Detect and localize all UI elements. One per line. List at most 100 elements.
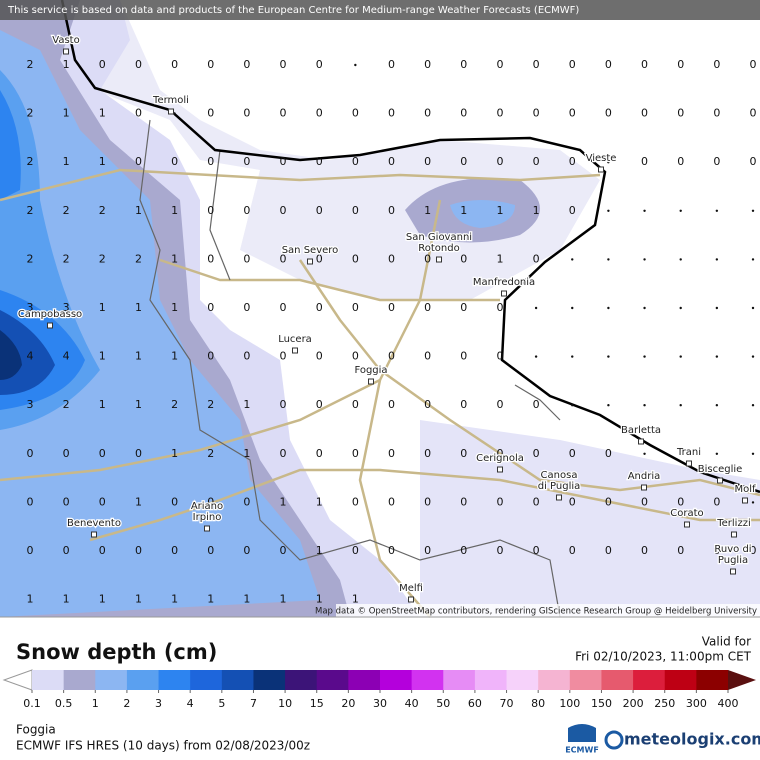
colorbar-box xyxy=(285,670,318,690)
legend-title: Snow depth (cm) xyxy=(16,640,217,664)
grid-value: 1 xyxy=(316,495,323,508)
grid-value: 1 xyxy=(207,593,214,606)
place-label: Ariano xyxy=(191,501,223,512)
grid-value: 0 xyxy=(569,155,576,168)
grid-value: 0 xyxy=(135,155,142,168)
grid-value: 0 xyxy=(280,204,287,217)
roads xyxy=(0,168,760,618)
grid-value: 1 xyxy=(280,593,287,606)
grid-value: 3 xyxy=(27,398,34,411)
grid-value: 0 xyxy=(135,58,142,71)
grid-value: 0 xyxy=(243,544,250,557)
grid-value: 3 xyxy=(63,301,70,314)
grid-value: 0 xyxy=(533,495,540,508)
place-marker xyxy=(641,484,647,491)
place-marker xyxy=(408,596,414,603)
colorbar-box xyxy=(126,670,160,690)
grid-value: 0 xyxy=(316,350,323,363)
place-marker xyxy=(307,258,313,265)
grid-value: 0 xyxy=(316,155,323,168)
colorbar-box xyxy=(633,670,666,690)
colorbar-box xyxy=(95,670,128,690)
grid-value: 0 xyxy=(424,495,431,508)
colorbar-box xyxy=(569,670,602,690)
grid-value: 0 xyxy=(750,544,757,557)
grid-value: 0 xyxy=(243,204,250,217)
grid-value: 1 xyxy=(63,155,70,168)
grid-value: 0 xyxy=(388,204,395,217)
valid-time: Fri 02/10/2023, 11:00pm CET xyxy=(575,650,752,664)
place-marker xyxy=(684,521,690,528)
place-label: Cerignola xyxy=(476,453,524,464)
grid-value: 1 xyxy=(99,155,106,168)
grid-value: 0 xyxy=(352,495,359,508)
grid-dot xyxy=(715,306,719,310)
grid-value: 0 xyxy=(496,301,503,314)
grid-value: 0 xyxy=(460,252,467,265)
grid-value: 0 xyxy=(496,544,503,557)
grid-value: 0 xyxy=(243,350,250,363)
grid-value: 0 xyxy=(677,155,684,168)
place-marker xyxy=(638,438,644,445)
grid-dot xyxy=(679,258,682,261)
snow-areas xyxy=(0,0,760,617)
grid-value: 2 xyxy=(63,204,70,217)
grid-value: 0 xyxy=(424,544,431,557)
place-marker xyxy=(501,290,507,297)
grid-value: 0 xyxy=(388,447,395,460)
grid-dot xyxy=(715,452,719,455)
grid-value: 1 xyxy=(280,495,287,508)
coastline xyxy=(60,0,760,494)
grid-dot xyxy=(679,452,682,455)
grid-value: 0 xyxy=(641,495,648,508)
place-marker xyxy=(91,531,97,538)
grid-dot xyxy=(354,63,357,67)
grid-value: 0 xyxy=(641,58,648,71)
grid-dot xyxy=(643,452,646,455)
place-marker xyxy=(731,531,737,538)
grid-value: 0 xyxy=(569,544,576,557)
grid-value: 0 xyxy=(424,350,431,363)
place-marker xyxy=(436,256,442,263)
colorbar-label: 250 xyxy=(654,697,675,710)
grid-dot xyxy=(643,404,646,407)
grid-value: 0 xyxy=(460,398,467,411)
grid-value: 0 xyxy=(316,447,323,460)
grid-value: 2 xyxy=(27,155,34,168)
grid-value: 0 xyxy=(63,447,70,460)
grid-value: 2 xyxy=(99,204,106,217)
grid-dot xyxy=(643,209,646,212)
grid-value: 0 xyxy=(460,58,467,71)
grid-value: 0 xyxy=(496,350,503,363)
grid-value: 0 xyxy=(713,544,720,557)
place-label: Foggia xyxy=(354,365,387,376)
grid-dot xyxy=(607,306,610,310)
grid-dot xyxy=(679,355,682,358)
grid-dot xyxy=(534,355,538,358)
place-label: Ruvo di xyxy=(714,544,751,555)
colorbar-label: 40 xyxy=(405,697,419,710)
grid-value: 0 xyxy=(388,495,395,508)
grid-value: 1 xyxy=(496,204,503,217)
place-marker xyxy=(368,378,374,385)
grid-value: 0 xyxy=(496,447,503,460)
grid-value: 0 xyxy=(533,58,540,71)
colorbar-label: 3 xyxy=(155,697,162,710)
grid-value: 0 xyxy=(243,58,250,71)
grid-value: 0 xyxy=(27,544,34,557)
place-label: Corato xyxy=(670,508,703,519)
grid-value: 0 xyxy=(460,107,467,120)
grid-value: 0 xyxy=(750,107,757,120)
grid-value: 0 xyxy=(605,107,612,120)
grid-value: 0 xyxy=(496,107,503,120)
colorbar-label: 100 xyxy=(559,697,580,710)
grid-value: 0 xyxy=(207,204,214,217)
grid-value: 0 xyxy=(533,398,540,411)
grid-value: 1 xyxy=(99,593,106,606)
ecmwf-label: ECMWF xyxy=(565,746,599,755)
place-marker xyxy=(686,460,692,467)
grid-value: 0 xyxy=(569,107,576,120)
grid-dot xyxy=(607,161,610,164)
place-label: Puglia xyxy=(718,555,748,566)
